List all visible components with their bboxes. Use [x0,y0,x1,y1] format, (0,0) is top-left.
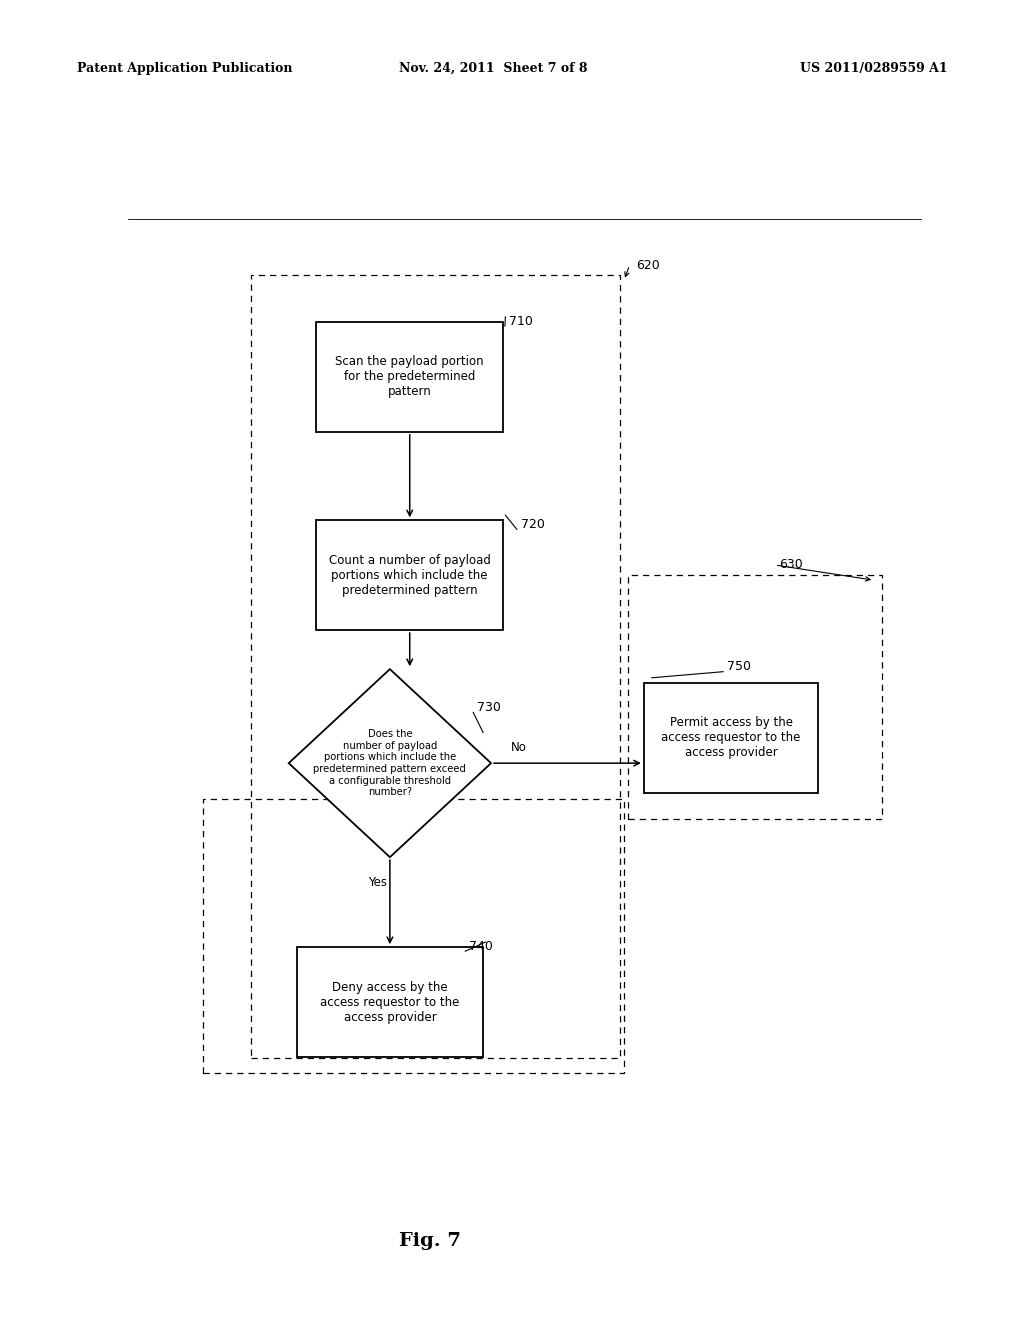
Bar [251,276,620,1057]
Text: 710: 710 [509,314,532,327]
Text: US 2011/0289559 A1: US 2011/0289559 A1 [800,62,947,75]
Polygon shape [289,669,492,857]
Text: 730: 730 [477,701,501,714]
Text: Yes: Yes [369,876,387,890]
Text: No: No [511,742,526,755]
Text: 750: 750 [727,660,752,673]
Text: Deny access by the
access requestor to the
access provider: Deny access by the access requestor to t… [321,981,460,1023]
Bar [628,576,882,818]
Text: Count a number of payload
portions which include the
predetermined pattern: Count a number of payload portions which… [329,553,490,597]
Text: 720: 720 [521,517,545,531]
Bar [297,948,483,1057]
Text: 740: 740 [469,940,494,953]
Text: Permit access by the
access requestor to the
access provider: Permit access by the access requestor to… [662,717,801,759]
Text: 620: 620 [636,259,659,272]
Text: Scan the payload portion
for the predetermined
pattern: Scan the payload portion for the predete… [336,355,484,399]
Bar [644,682,818,792]
Bar [316,520,503,630]
Text: Fig. 7: Fig. 7 [399,1232,461,1250]
Text: Patent Application Publication: Patent Application Publication [77,62,292,75]
Text: Nov. 24, 2011  Sheet 7 of 8: Nov. 24, 2011 Sheet 7 of 8 [399,62,588,75]
Text: 630: 630 [778,558,803,572]
Text: Does the
number of payload
portions which include the
predetermined pattern exce: Does the number of payload portions whic… [313,729,466,797]
Bar [204,799,624,1073]
Bar [316,322,503,432]
